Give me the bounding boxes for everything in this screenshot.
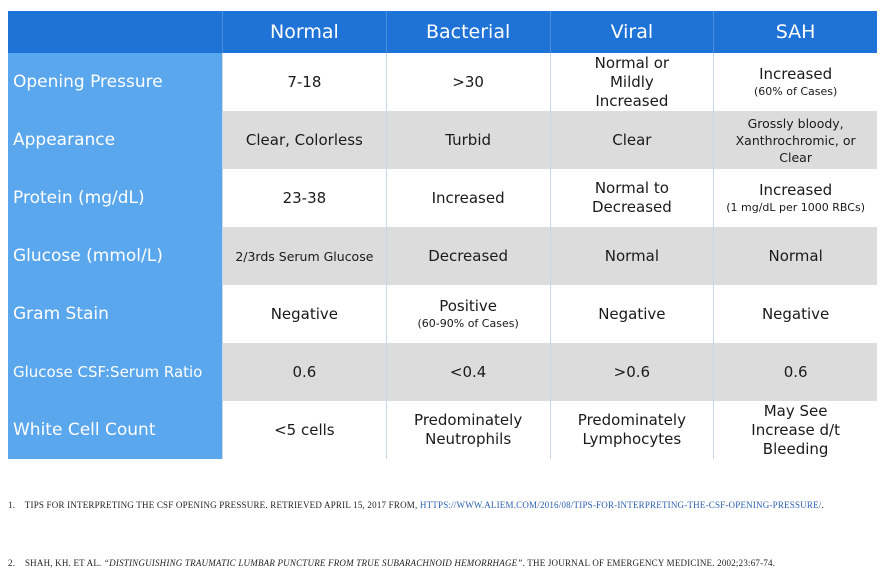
cell-main: Predominately Neutrophils	[414, 411, 523, 448]
table-cell: Increased	[385, 169, 550, 227]
table-row: Protein (mg/dL) 23-38 Increased Normal t…	[8, 169, 877, 227]
row-label-glucose: Glucose (mmol/L)	[8, 227, 222, 285]
table-row: Appearance Clear, Colorless Turbid Clear…	[8, 111, 877, 169]
column-header-viral: Viral	[549, 11, 714, 53]
table-row: White Cell Count <5 cells Predominately …	[8, 401, 877, 459]
table-row: Glucose (mmol/L) 2/3rds Serum Glucose De…	[8, 227, 877, 285]
table-cell: Grossly bloody, Xanthrochromic, or Clear	[713, 111, 877, 169]
table-cell: Increased (1 mg/dL per 1000 RBCs)	[713, 169, 877, 227]
table-cell: Clear	[549, 111, 714, 169]
table-cell: Increased (60% of Cases)	[713, 53, 877, 111]
row-label-glucose-ratio: Glucose CSF:Serum Ratio	[8, 343, 222, 401]
cell-main: Clear	[612, 130, 652, 149]
table-cell: Negative	[222, 285, 386, 343]
ref-title: “DISTINGUISHING TRAUMATIC LUMBAR PUNCTUR…	[103, 558, 523, 568]
row-label-opening-pressure: Opening Pressure	[8, 53, 222, 111]
table-cell: Negative	[549, 285, 714, 343]
cell-sub: (1 mg/dL per 1000 RBCs)	[726, 201, 865, 214]
cell-main: Positive	[439, 297, 498, 315]
csf-comparison-table: Normal Bacterial Viral SAH Opening Press…	[8, 11, 877, 459]
cell-main: 2/3rds Serum Glucose	[235, 248, 374, 264]
cell-main: Negative	[270, 304, 339, 323]
cell-main: <0.4	[449, 362, 487, 381]
cell-main: Predominately Lymphocytes	[577, 411, 686, 448]
ref-text: TIPS FOR INTERPRETING THE CSF OPENING PR…	[24, 500, 420, 510]
cell-main: 7-18	[287, 72, 322, 91]
cell-main: Decreased	[428, 246, 509, 265]
table-row: Gram Stain Negative Positive (60-90% of C…	[8, 285, 877, 343]
row-label-white-cell-count: White Cell Count	[8, 401, 222, 459]
reference-1: 1. TIPS FOR INTERPRETING THE CSF OPENING…	[8, 498, 868, 513]
table-cell: Normal or Mildly Increased	[549, 53, 714, 111]
table-cell: >0.6	[549, 343, 714, 401]
table-header-row: Normal Bacterial Viral SAH	[8, 11, 877, 53]
cell-main: Increased	[431, 188, 505, 207]
reference-2: 2. SHAH, KH. ET AL. “DISTINGUISHING TRAU…	[8, 556, 868, 571]
table-cell: 2/3rds Serum Glucose	[222, 227, 386, 285]
cell-main: Normal or Mildly Increased	[594, 53, 670, 110]
cell-main: Normal	[768, 246, 823, 265]
table-cell: Decreased	[385, 227, 550, 285]
ref-number: 2.	[8, 558, 16, 568]
table-cell: 7-18	[222, 53, 386, 111]
column-header-normal: Normal	[222, 11, 386, 53]
table-cell: Normal to Decreased	[549, 169, 714, 227]
table-row: Glucose CSF:Serum Ratio 0.6 <0.4 >0.6 0.…	[8, 343, 877, 401]
ref-link[interactable]: HTTPS://WWW.ALIEM.COM/2016/08/TIPS-FOR-I…	[419, 500, 822, 510]
row-label-appearance: Appearance	[8, 111, 222, 169]
table-cell: Predominately Lymphocytes	[549, 401, 714, 459]
cell-main: <5 cells	[274, 420, 335, 439]
table-cell: Normal	[713, 227, 877, 285]
table-cell: Predominately Neutrophils	[385, 401, 550, 459]
table-cell: Positive (60-90% of Cases)	[385, 285, 550, 343]
cell-main: Turbid	[445, 130, 492, 149]
ref-number: 1.	[8, 500, 16, 510]
table-cell: <5 cells	[222, 401, 386, 459]
table-cell: Turbid	[385, 111, 550, 169]
table-cell: May See Increase d/t Bleeding	[713, 401, 877, 459]
column-header-sah: SAH	[713, 11, 877, 53]
cell-main: 0.6	[783, 362, 808, 381]
cell-main: Negative	[598, 304, 666, 323]
cell-main: >30	[452, 72, 484, 91]
table-cell: <0.4	[385, 343, 550, 401]
cell-main: 0.6	[292, 362, 317, 381]
cell-main: May See Increase d/t Bleeding	[751, 401, 840, 458]
cell-main: Negative	[761, 304, 830, 323]
cell-main: Increased	[759, 181, 833, 199]
cell-main: Clear, Colorless	[245, 130, 363, 149]
table-cell: 0.6	[713, 343, 877, 401]
ref-tail: .	[821, 500, 824, 510]
table-cell: 0.6	[222, 343, 386, 401]
cell-sub: (60% of Cases)	[753, 85, 838, 98]
cell-main: Increased	[759, 65, 833, 83]
table-row: Opening Pressure 7-18 >30 Normal or Mild…	[8, 53, 877, 111]
cell-main: 23-38	[282, 188, 327, 207]
table-cell: Negative	[713, 285, 877, 343]
table-cell: Normal	[549, 227, 714, 285]
cell-main: >0.6	[613, 362, 651, 381]
row-label-protein: Protein (mg/dL)	[8, 169, 222, 227]
cell-main: Normal	[604, 246, 660, 265]
column-header-bacterial: Bacterial	[385, 11, 550, 53]
row-label-gram-stain: Gram Stain	[8, 285, 222, 343]
table-cell: 23-38	[222, 169, 386, 227]
header-corner	[8, 11, 222, 53]
table-cell: >30	[385, 53, 550, 111]
ref-tail: . THE JOURNAL OF EMERGENCY MEDICINE. 200…	[522, 558, 776, 568]
cell-main: Grossly bloody, Xanthrochromic, or Clear	[735, 115, 856, 165]
table-cell: Clear, Colorless	[222, 111, 386, 169]
cell-main: Normal to Decreased	[591, 179, 672, 216]
ref-authors: SHAH, KH. ET AL.	[24, 558, 104, 568]
cell-sub: (60-90% of Cases)	[417, 317, 519, 330]
